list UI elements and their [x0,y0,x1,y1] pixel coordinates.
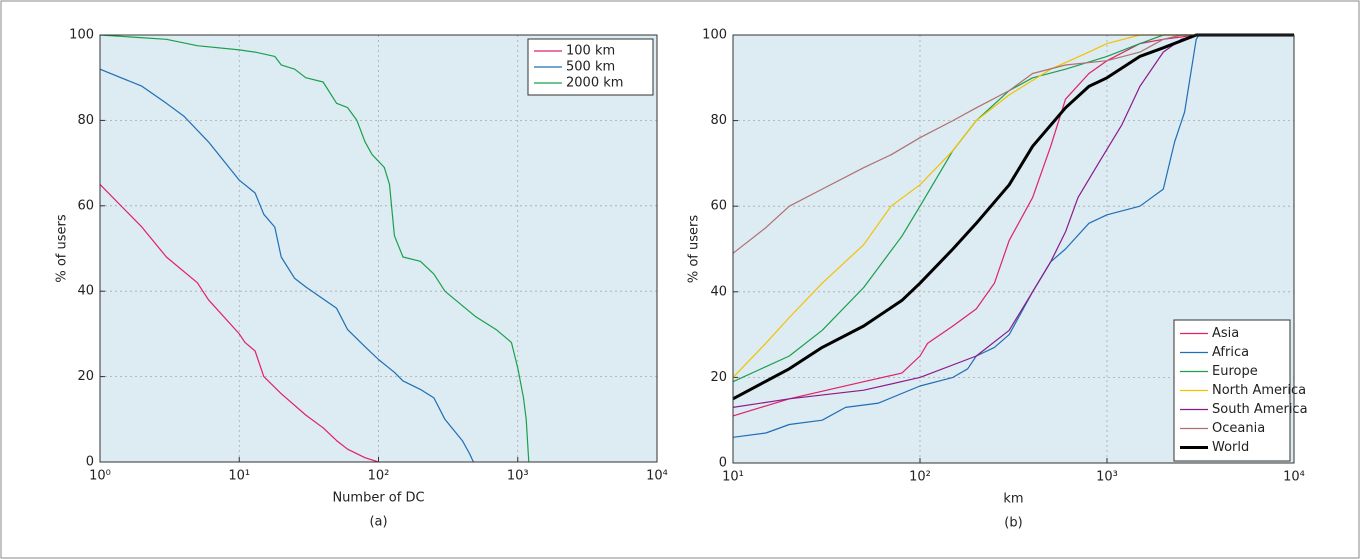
caption: (b) [1004,516,1022,531]
y-tick-label: 60 [77,198,94,213]
y-tick-label: 100 [69,28,94,43]
x-tick-label: 10⁴ [1283,470,1305,485]
x-tick-label: 10² [909,470,931,485]
legend-label: Europe [1212,364,1258,379]
legend-label: Africa [1212,345,1249,360]
caption: (a) [369,515,387,530]
y-tick-label: 20 [710,370,727,385]
data-line [732,33,1294,401]
x-tick-label: 10³ [507,469,529,484]
data-line [99,34,530,463]
y-tick-label: 40 [77,284,94,299]
plot-border [732,34,1295,464]
y-axis-label: % of users [55,214,70,283]
y-tick-label: 80 [710,113,727,128]
legend-label: 100 km [566,44,615,59]
x-tick-label: 10³ [1096,470,1118,485]
data-line [732,34,1294,378]
x-tick-label: 10⁴ [646,469,668,484]
legend-label: 500 km [566,60,615,75]
plot-area [100,35,657,462]
y-axis-label: % of users [687,215,702,284]
x-tick-label: 10¹ [722,470,744,485]
x-tick-label: 10² [368,469,390,484]
legend-label: North America [1212,383,1306,398]
x-axis-label: km [1003,492,1023,507]
x-axis-label: Number of DC [332,491,424,506]
y-tick-label: 20 [77,369,94,384]
data-line [99,68,474,463]
data-line [732,34,1294,254]
y-tick-label: 0 [86,455,94,470]
x-tick-label: 10⁰ [89,469,111,484]
y-tick-label: 80 [77,113,94,128]
data-line [732,34,1294,408]
data-line [732,34,1294,438]
legend-label: World [1212,440,1249,455]
y-tick-label: 100 [702,28,727,43]
legend-label: Asia [1212,326,1239,341]
y-tick-label: 0 [719,456,727,471]
plot-border [99,34,658,463]
legend-label: South America [1212,402,1308,417]
x-tick-label: 10¹ [228,469,250,484]
y-tick-label: 60 [710,199,727,214]
y-tick-label: 40 [710,284,727,299]
legend-label: 2000 km [566,76,623,91]
legend-label: Oceania [1212,421,1265,436]
data-line [99,183,379,463]
